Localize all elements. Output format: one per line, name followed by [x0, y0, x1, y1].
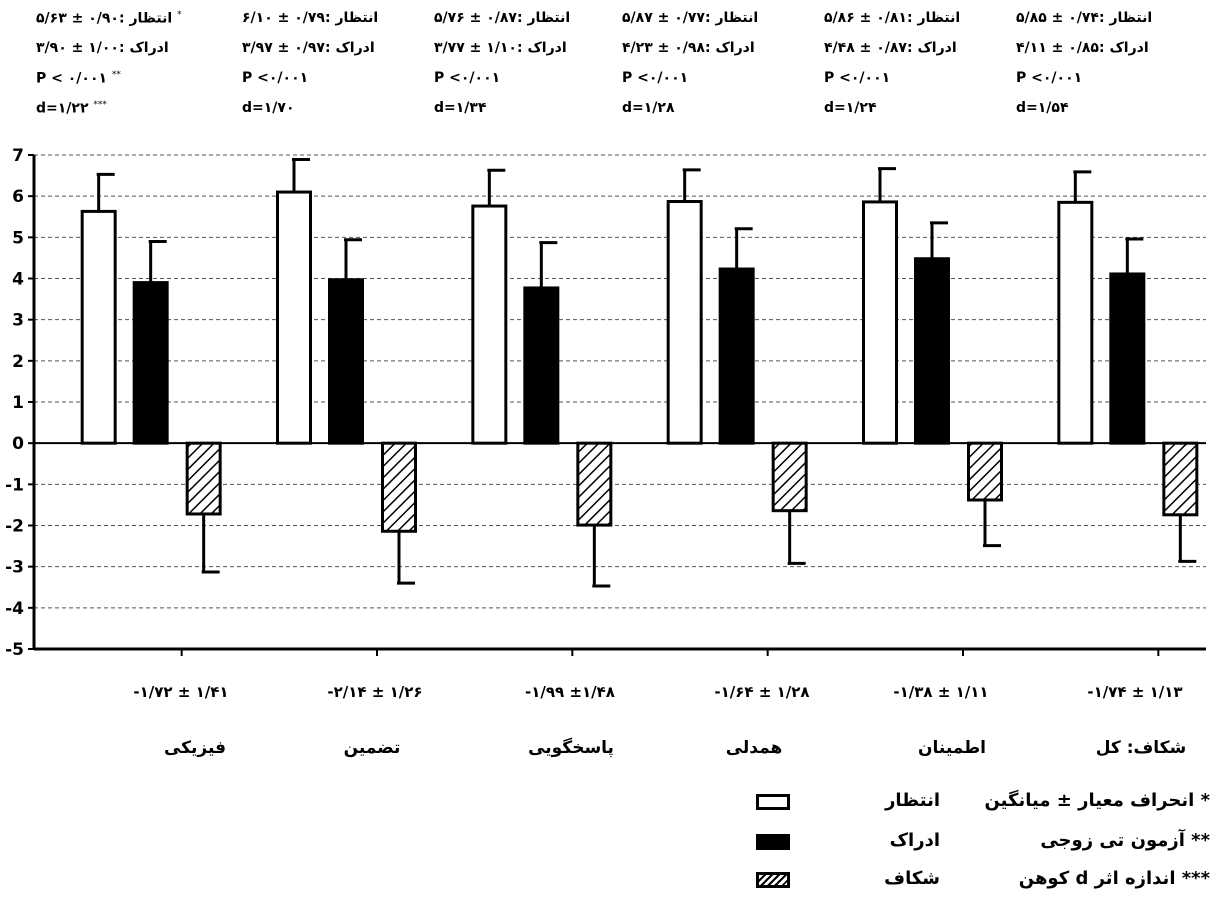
legend-description: *** اندازه اثر d کوهن — [1018, 868, 1210, 889]
stats-p-value: P < ۰/۰۰۱ ** — [36, 70, 121, 87]
note-marker: *** — [93, 100, 107, 110]
stats-expectation: ۵/۷۶ ± ۰/۸۷: انتظار — [434, 10, 571, 26]
y-tick-label: 7 — [12, 146, 24, 166]
y-tick-label: -3 — [5, 558, 24, 578]
bar — [718, 267, 755, 445]
legend-description: ** آزمون تی زوجی — [1040, 830, 1210, 851]
stats-expectation: ۵/۸۶ ± ۰/۸۱: انتظار — [824, 10, 961, 26]
stats-block-responsiveness: ۵/۷۶ ± ۰/۸۷: انتظار ۳/۷۷ ± ۱/۱۰: ادراک P… — [434, 6, 624, 124]
y-tick-label: 5 — [12, 228, 24, 248]
bar — [1109, 272, 1146, 445]
legend-item-expectation: انتظار * انحراف معیار ± میانگین — [750, 790, 1220, 818]
y-tick-label: -5 — [5, 640, 24, 660]
stats-effect-size: d=۱/۵۴ — [1016, 100, 1069, 116]
y-tick-label: -1 — [5, 475, 24, 495]
stats-block-reliability: ۵/۸۶ ± ۰/۸۱: انتظار ۴/۴۸ ± ۰/۸۷: ادراک P… — [824, 6, 1014, 124]
y-tick-label: 4 — [12, 270, 24, 290]
legend-swatch-black — [756, 834, 790, 850]
y-tick-label: 1 — [12, 393, 24, 413]
note-marker: * — [177, 10, 182, 20]
stats-perception: ۴/۴۸ ± ۰/۸۷: ادراک — [824, 40, 957, 56]
legend-series-label: شکاف — [884, 868, 940, 889]
stats-block-physical: ۵/۶۳ ± ۰/۹۰: انتظار * ۳/۹۰ ± ۱/۰۰: ادراک… — [36, 6, 226, 124]
bar — [1057, 200, 1094, 445]
grid-lines — [34, 154, 1206, 609]
stats-expectation: ۶/۱۰ ± ۰/۷۹: انتظار — [242, 10, 379, 26]
bar — [771, 441, 808, 513]
stats-expectation: ۵/۸۷ ± ۰/۷۷: انتظار — [622, 10, 759, 26]
bar — [967, 441, 1003, 502]
stats-perception: ۳/۷۷ ± ۱/۱۰: ادراک — [434, 40, 567, 56]
gap-label: -۱/۹۹ ±۱/۴۸ — [525, 683, 615, 701]
bar — [576, 441, 613, 527]
stats-perception: ۴/۲۳ ± ۰/۹۸: ادراک — [622, 40, 755, 56]
y-tick-label: -4 — [5, 599, 24, 619]
legend-description: * انحراف معیار ± میانگین — [984, 790, 1210, 811]
stats-effect-size: d=۱/۷۰ — [242, 100, 295, 116]
bar — [185, 441, 222, 516]
legend-swatch-white — [756, 794, 790, 810]
stats-expectation: ۵/۶۳ ± ۰/۹۰: انتظار * — [36, 10, 182, 27]
stats-perception: ۳/۹۰ ± ۱/۰۰: ادراک — [36, 40, 169, 56]
legend-item-perception: ادراک ** آزمون تی زوجی — [750, 830, 1220, 858]
stats-p-value: P <۰/۰۰۱ — [622, 70, 689, 86]
bar — [132, 281, 169, 445]
gap-label: -۱/۳۸ ± ۱/۱۱ — [893, 683, 989, 701]
legend-series-label: انتظار — [885, 790, 940, 811]
category-label: همدلی — [725, 738, 783, 758]
category-label: شکاف: کل — [1095, 738, 1187, 758]
gap-label: -۱/۷۲ ± ۱/۴۱ — [133, 683, 229, 701]
stats-p-value: P <۰/۰۰۱ — [1016, 70, 1083, 86]
stats-block-empathy: ۵/۸۷ ± ۰/۷۷: انتظار ۴/۲۳ ± ۰/۹۸: ادراک P… — [622, 6, 812, 124]
y-tick-label: 2 — [12, 352, 24, 372]
y-tick-label: 0 — [12, 434, 24, 454]
category-label: فیزیکی — [163, 738, 227, 758]
bar — [1162, 441, 1199, 517]
y-tick-label: -2 — [5, 517, 24, 537]
stats-effect-size: d=۱/۲۸ — [622, 100, 675, 116]
category-label: تضمین — [343, 738, 401, 758]
stats-perception: ۴/۱۱ ± ۰/۸۵: ادراک — [1016, 40, 1149, 56]
bar — [80, 209, 117, 445]
y-tick-label: 3 — [12, 311, 24, 331]
bar — [276, 190, 312, 445]
stats-perception: ۳/۹۷ ± ۰/۹۷: ادراک — [242, 40, 375, 56]
bars — [80, 158, 1199, 588]
legend-item-gap: شکاف *** اندازه اثر d کوهن — [750, 868, 1220, 896]
gap-label: -۲/۱۴ ± ۱/۲۶ — [327, 683, 423, 701]
y-tick-label: 6 — [12, 187, 24, 207]
stats-effect-size: d=۱/۲۴ — [824, 100, 877, 116]
bar — [381, 441, 417, 533]
bar — [862, 200, 898, 445]
category-label: پاسخگویی — [528, 738, 614, 758]
stats-block-assurance: ۶/۱۰ ± ۰/۷۹: انتظار ۳/۹۷ ± ۰/۹۷: ادراک P… — [242, 6, 432, 124]
bar — [666, 200, 703, 445]
bar — [523, 286, 560, 445]
category-label: اطمینان — [917, 738, 986, 758]
axes: -5 -4 -3 -2 -1 0 1 2 3 4 5 6 7 — [5, 146, 1206, 660]
gap-label: -۱/۷۴ ± ۱/۱۳ — [1087, 683, 1183, 701]
stats-expectation: ۵/۸۵ ± ۰/۷۴: انتظار — [1016, 10, 1153, 26]
bar — [471, 204, 508, 445]
stats-p-value: P <۰/۰۰۱ — [824, 70, 891, 86]
bar — [914, 257, 950, 445]
legend-series-label: ادراک — [889, 830, 940, 851]
gap-label: -۱/۶۴ ± ۱/۲۸ — [714, 683, 810, 701]
note-marker: ** — [111, 70, 121, 80]
legend-swatch-hatched — [756, 872, 790, 888]
stats-effect-size: d=۱/۳۴ — [434, 100, 487, 116]
stats-block-total: ۵/۸۵ ± ۰/۷۴: انتظار ۴/۱۱ ± ۰/۸۵: ادراک P… — [1016, 6, 1206, 124]
stats-p-value: P <۰/۰۰۱ — [242, 70, 309, 86]
stats-p-value: P <۰/۰۰۱ — [434, 70, 501, 86]
bar — [328, 278, 364, 445]
stats-effect-size: d=۱/۲۲ *** — [36, 100, 107, 117]
